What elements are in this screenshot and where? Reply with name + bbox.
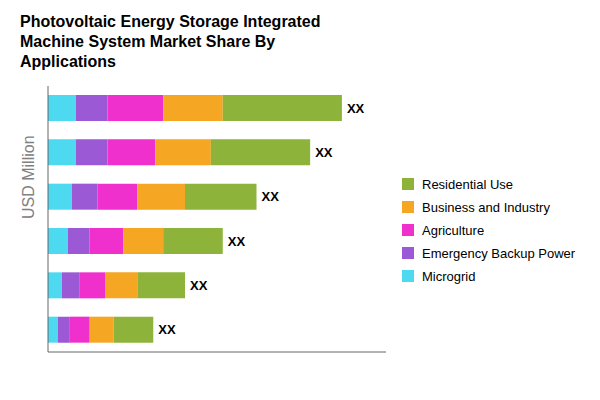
html-text:Microgrid: Microgrid	[422, 268, 476, 284]
html-text:Photovoltaic Energy Storage In: Photovoltaic Energy Storage Integrated M…	[20, 13, 321, 70]
svg-text:XX: XX	[262, 189, 280, 204]
html-text:Residential Use: Residential Use	[422, 176, 513, 192]
svg-text:XX: XX	[228, 234, 246, 249]
svg-text:XX: XX	[315, 145, 333, 160]
svg-text:XX: XX	[347, 101, 365, 116]
html-text:Emergency Backup Power: Emergency Backup Power	[422, 245, 576, 261]
html-text:Agriculture: Agriculture	[422, 222, 485, 238]
svg-text:USD Million: USD Million	[20, 135, 37, 219]
svg-text:XX: XX	[158, 322, 176, 337]
html-text:Business and Industry: Business and Industry	[422, 199, 550, 215]
svg-text:XX: XX	[190, 278, 208, 293]
